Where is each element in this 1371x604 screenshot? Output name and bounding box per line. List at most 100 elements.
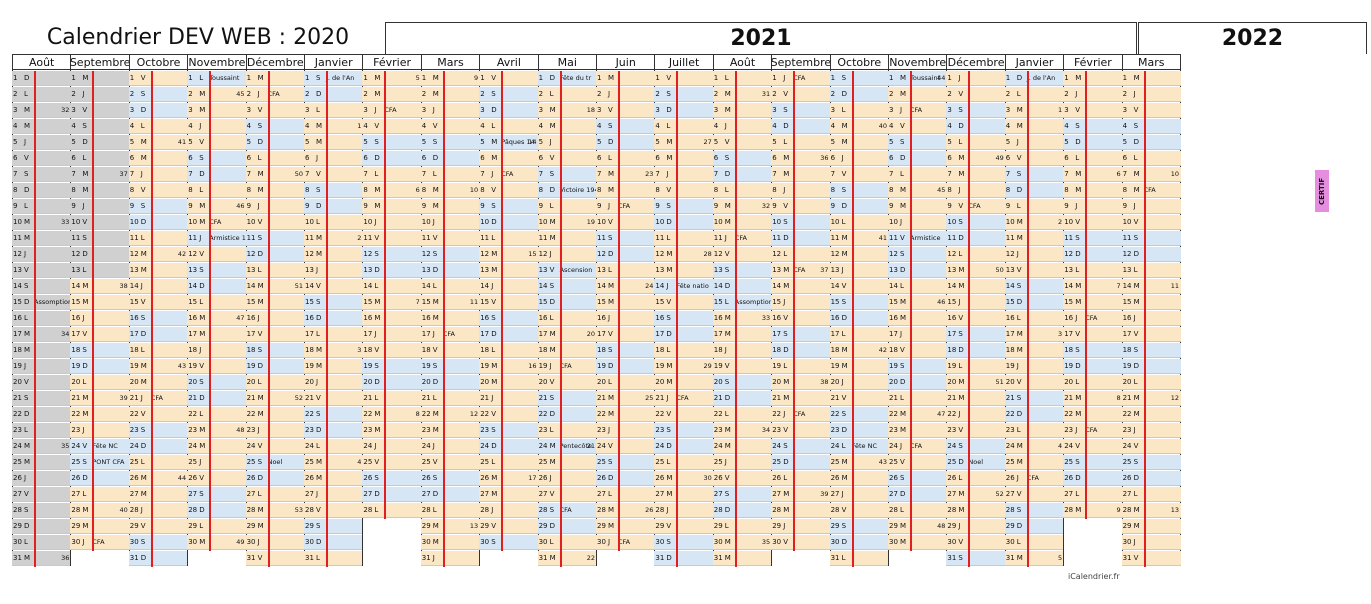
day-cell: 14 M 7 <box>1063 279 1123 294</box>
day-cell: 11 L <box>479 231 539 246</box>
day-letter: S <box>82 458 87 466</box>
day-number: 11 <box>71 234 81 242</box>
day-cell: 27 L <box>1063 487 1123 502</box>
day-letter: S <box>608 346 613 354</box>
day-number: 29 <box>538 522 548 530</box>
day-letter: D <box>1016 522 1023 530</box>
day-cell: 29 D <box>537 519 597 534</box>
day-cell: 18 M 42 <box>829 343 889 358</box>
day-letter: D <box>316 90 322 98</box>
day-number: 6 <box>480 154 485 162</box>
day-number: 15 <box>830 298 840 306</box>
day-letter: J <box>199 458 202 466</box>
day-event: CFA <box>793 266 806 274</box>
day-letter: M <box>491 490 498 498</box>
day-number: 8 <box>363 186 368 194</box>
day-cell: 1 S J. de l'An <box>304 71 364 86</box>
day-cell: 13 S <box>187 263 247 278</box>
day-letter: S <box>666 314 671 322</box>
day-cell: 19 V <box>712 359 773 374</box>
day-letter: V <box>783 90 788 98</box>
day-cell: 23 L <box>1004 423 1065 438</box>
day-number: 1 <box>188 74 193 82</box>
day-number: 18 <box>13 346 22 354</box>
day-letter: D <box>24 522 30 530</box>
day-number: 27 <box>538 490 548 498</box>
day-number: 4 <box>830 122 836 130</box>
day-number: 27 <box>363 490 373 498</box>
day-cell: 14 L <box>420 279 481 294</box>
day-cell: 24 L <box>304 439 364 454</box>
day-number: 13 <box>129 266 139 274</box>
day-number: 12 <box>363 250 373 258</box>
day-number: 26 <box>129 474 139 482</box>
day-number: 18 <box>1122 346 1132 354</box>
day-number: 5 <box>947 138 952 146</box>
day-cell: 24 V <box>1063 439 1123 454</box>
day-cell: 18 M <box>537 343 597 358</box>
day-number: 21 <box>1064 394 1074 402</box>
day-letter: L <box>1016 538 1021 546</box>
day-number: 5 <box>597 138 602 146</box>
day-cell: 16 L <box>12 311 72 326</box>
day-letter: V <box>841 170 847 178</box>
day-number: 19 <box>947 362 957 370</box>
day-cell: 19 D <box>1063 359 1123 374</box>
day-cell: 22 D <box>537 407 597 422</box>
month-header: Décembre <box>245 54 305 70</box>
day-letter: J <box>82 90 85 98</box>
day-cell: 28 D <box>187 503 247 518</box>
week-number: 43 <box>878 458 887 466</box>
day-cell: 18 D <box>946 343 1006 358</box>
day-number: 5 <box>772 138 777 146</box>
day-letter: V <box>1016 378 1022 386</box>
day-number: 23 <box>363 426 373 434</box>
day-cell: 22 V <box>654 407 714 422</box>
day-letter: L <box>1133 266 1138 274</box>
day-cell: 15 M <box>1121 295 1181 310</box>
day-letter: M <box>257 74 264 82</box>
day-letter: S <box>841 298 847 306</box>
day-letter: V <box>1016 154 1022 162</box>
day-event: CFA <box>910 106 923 114</box>
day-cell: 25 M <box>537 455 597 470</box>
day-cell: 23 M <box>888 423 948 438</box>
day-letter: S <box>24 282 29 290</box>
week-number: 52 <box>294 394 303 402</box>
day-number: 13 <box>830 266 840 274</box>
day-number: 31 <box>13 554 22 562</box>
day-cell: 7 M 37 <box>70 167 130 182</box>
day-cell: 26 M 17 <box>479 471 539 486</box>
day-number: 25 <box>830 458 840 466</box>
day-letter: J <box>900 330 903 338</box>
day-number: 4 <box>13 122 18 130</box>
week-number: 33 <box>61 218 70 226</box>
day-cell: 16 L <box>537 311 597 326</box>
day-letter: V <box>316 282 321 290</box>
day-number: 16 <box>129 314 139 322</box>
day-number: 18 <box>363 346 373 354</box>
day-cell: 26 D <box>70 471 130 486</box>
day-number: 14 <box>188 282 198 290</box>
day-number: 28 <box>889 506 898 514</box>
day-letter: D <box>82 474 88 482</box>
day-number: 7 <box>129 170 135 178</box>
day-letter: L <box>1016 314 1021 322</box>
day-letter: D <box>199 506 205 514</box>
day-letter: S <box>841 186 847 194</box>
week-number: 33 <box>761 314 771 322</box>
day-number: 23 <box>1122 426 1132 434</box>
week-number: 2 <box>357 234 362 242</box>
day-letter: D <box>783 346 789 354</box>
day-event: CFA <box>734 234 747 242</box>
day-letter: V <box>666 522 672 530</box>
day-cell: 21 J <box>479 391 539 406</box>
day-number: 8 <box>830 186 836 194</box>
day-number: 25 <box>1005 458 1015 466</box>
day-event: CFA <box>968 202 981 210</box>
day-letter: V <box>900 458 905 466</box>
